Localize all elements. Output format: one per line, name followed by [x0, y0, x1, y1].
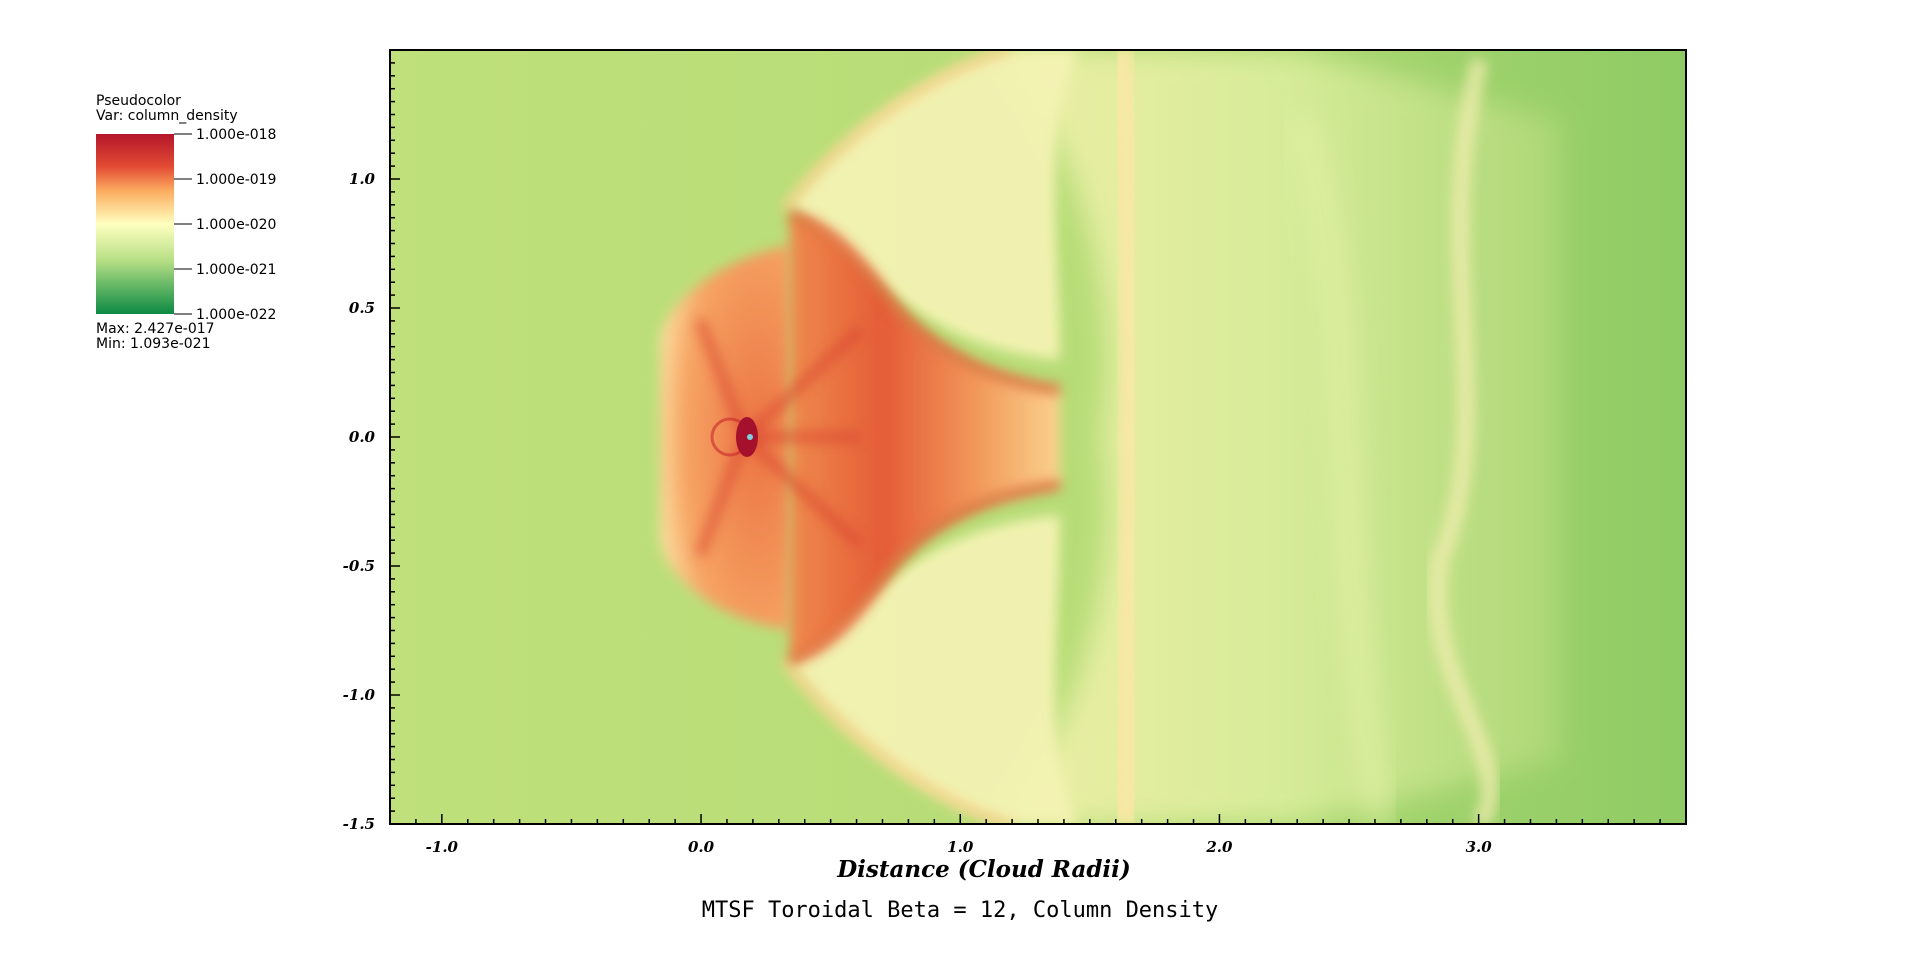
core-peak	[747, 434, 753, 440]
lower-body-edge	[788, 480, 1061, 665]
colorbar-tick-label: 1.000e-022	[196, 307, 276, 323]
upper-body-edge	[788, 210, 1061, 395]
x-tick-label: 1.0	[947, 838, 974, 856]
y-tick-label: -0.5	[343, 557, 375, 575]
colorbar-legend: Pseudocolor Var: column_density 1.000e-0…	[96, 94, 316, 354]
colorbar-ticks: 1.000e-018 1.000e-019 1.000e-020 1.000e-021…	[174, 127, 276, 323]
y-tick-label: -1.5	[343, 815, 375, 833]
legend-min: Min: 1.093e-021	[96, 336, 211, 352]
x-tick-label: 3.0	[1466, 838, 1493, 856]
colorbar-tick-label: 1.000e-020	[196, 217, 276, 233]
wake-filament-1	[1107, 50, 1145, 824]
upper-shock-wing	[790, 50, 1080, 360]
y-tick-label: -1.0	[343, 686, 376, 704]
axis-ticks	[389, 49, 1687, 825]
colorbar-gradient	[96, 134, 174, 314]
x-axis-label: Distance (Cloud Radii)	[836, 856, 1131, 883]
lower-shock-wing	[790, 515, 1080, 824]
wake-filament-2	[1428, 57, 1499, 824]
x-tick-label: 0.0	[688, 838, 715, 856]
colorbar-tick-label: 1.000e-019	[196, 172, 276, 188]
dense-cloud-body	[790, 215, 1060, 660]
y-tick-label: 0.5	[349, 299, 375, 317]
heatmap-image	[390, 50, 1686, 824]
lower-shock-front	[781, 657, 1011, 824]
upper-shock-front	[781, 50, 1011, 213]
core-streaks	[695, 318, 864, 557]
legend-variable: Var: column_density	[96, 108, 238, 124]
y-tick-labels: 1.0 0.5 0.0 -0.5 -1.0 -1.5	[343, 170, 376, 833]
colorbar-tick-label: 1.000e-021	[196, 262, 276, 278]
x-tick-label: 2.0	[1205, 838, 1233, 856]
colorbar-tick-label: 1.000e-018	[196, 127, 276, 143]
legend-max: Max: 2.427e-017	[96, 321, 215, 337]
legend-plot-type: Pseudocolor	[96, 93, 181, 109]
x-tick-label: -1.0	[426, 838, 459, 856]
x-tick-labels: -1.0 0.0 1.0 2.0 3.0	[426, 838, 1493, 856]
colorbar-svg: 1.000e-018 1.000e-019 1.000e-020 1.000e-021…	[96, 127, 276, 323]
y-tick-label: 0.0	[349, 428, 376, 446]
y-tick-label: 1.0	[349, 170, 376, 188]
chart-title: MTSF Toroidal Beta = 12, Column Density	[702, 898, 1219, 923]
bow-cap	[660, 245, 790, 630]
wake-filament-3	[1289, 116, 1391, 824]
